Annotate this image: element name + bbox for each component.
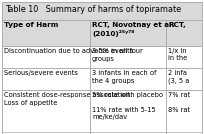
Bar [166,20,202,46]
Bar [166,90,202,134]
Bar [2,20,90,46]
Text: Serious/severe events: Serious/severe events [4,70,78,76]
Bar [90,68,166,90]
Bar [166,90,202,134]
Text: 3-5% in all four
groups: 3-5% in all four groups [92,48,143,62]
Bar [2,2,202,20]
Text: RCT, Novotnay et al.
(2010)²⁵ʸ⁷⁸: RCT, Novotnay et al. (2010)²⁵ʸ⁷⁸ [92,22,174,37]
Bar [166,46,202,68]
Bar [166,46,202,68]
Bar [2,90,90,134]
Bar [166,68,202,90]
Bar [90,20,166,46]
Bar [2,68,90,90]
Bar [90,20,166,46]
Text: 3 infants in each of
the 4 groups: 3 infants in each of the 4 groups [92,70,156,83]
Bar [90,68,166,90]
Bar [2,2,202,20]
Text: Consistent dose-response association:
Loss of appetite: Consistent dose-response association: Lo… [4,92,133,105]
Text: 5% rate with placebo

11% rate with 5-15
me/ke/dav: 5% rate with placebo 11% rate with 5-15 … [92,92,163,120]
Text: 1/x in
in the: 1/x in in the [168,48,187,62]
Bar [90,46,166,68]
Text: 7% rat

8% rat: 7% rat 8% rat [168,92,190,113]
Bar [2,20,90,46]
Text: Type of Harm: Type of Harm [4,22,58,28]
Bar [2,90,90,134]
Text: 2 infa
(3, 5 a: 2 infa (3, 5 a [168,70,189,84]
Text: Discontinuation due to adverse events: Discontinuation due to adverse events [4,48,133,54]
Text: RCT,: RCT, [168,22,186,28]
Bar [90,90,166,134]
Bar [2,46,90,68]
Bar [90,90,166,134]
Bar [90,46,166,68]
Bar [166,68,202,90]
Bar [2,46,90,68]
Bar [2,68,90,90]
Text: Table 10   Summary of harms of topiramate: Table 10 Summary of harms of topiramate [5,5,181,14]
Bar [166,20,202,46]
